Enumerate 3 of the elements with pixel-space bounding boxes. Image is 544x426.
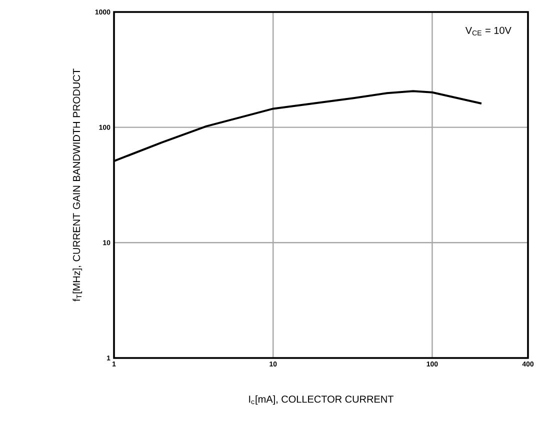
y-axis-title: f$_{T}$[MHz], CURRENT GAIN BANDWIDTH PRODUCT [72,68,82,302]
x-axis-title: I$_{c}$[mA], COLLECTOR CURRENT [249,395,394,405]
annotation: V$_{CE}$ = 10V [465,26,512,36]
